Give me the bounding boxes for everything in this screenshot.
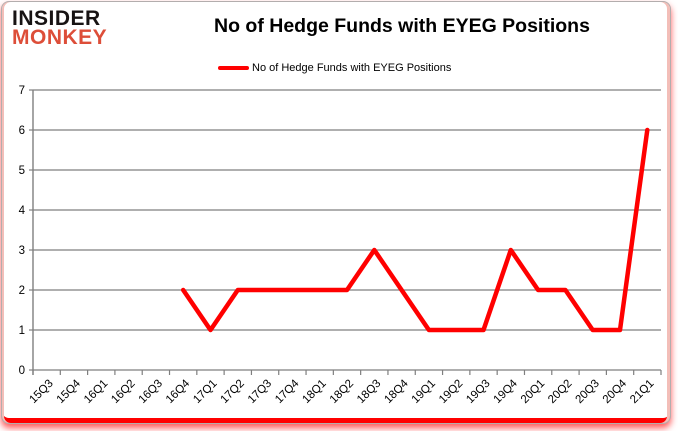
xtick-label-19Q2: 19Q2 [437,378,465,406]
legend-line-swatch [218,65,249,71]
xtick-label-16Q1: 16Q1 [82,378,110,406]
xtick-label-15Q4: 15Q4 [55,377,84,406]
ytick-label-3: 3 [19,245,25,257]
ytick-label-7: 7 [19,85,25,97]
ytick-label-6: 6 [19,125,25,137]
xtick-label-15Q3: 15Q3 [27,378,55,406]
xtick-label-16Q2: 16Q2 [109,378,137,406]
xtick-label-17Q2: 17Q2 [219,378,247,406]
legend-label: No of Hedge Funds with EYEG Positions [252,62,452,74]
xtick-label-20Q1: 20Q1 [519,378,547,406]
xtick-label-20Q2: 20Q2 [546,378,574,406]
xtick-label-20Q4: 20Q4 [601,377,630,406]
xtick-label-18Q1: 18Q1 [300,378,328,406]
xtick-label-21Q1: 21Q1 [628,378,656,406]
series-line-0 [180,127,650,333]
chart-card: INSIDER MONKEY No of Hedge Funds with EY… [1,1,671,424]
logo-text-insider: INSIDER [12,7,101,30]
line-chart-plot: 0 1 2 3 4 5 6 7 15Q315Q416Q116Q216Q316Q417Q117Q2… [19,85,662,406]
xtick-label-18Q3: 18Q3 [355,378,383,406]
xtick-label-18Q4: 18Q4 [382,377,411,406]
ytick-label-2: 2 [19,285,25,297]
xtick-label-16Q4: 16Q4 [164,377,193,406]
xtick-label-20Q3: 20Q3 [573,378,601,406]
logo-text-monkey: MONKEY [12,26,108,50]
xtick-label-18Q2: 18Q2 [328,378,356,406]
xtick-label-19Q4: 19Q4 [492,377,521,406]
insider-monkey-logo: INSIDER MONKEY [12,7,108,50]
xtick-label-19Q1: 19Q1 [410,378,438,406]
xtick-label-19Q3: 19Q3 [464,378,492,406]
ytick-label-0: 0 [19,365,25,377]
xtick-label-17Q3: 17Q3 [246,378,274,406]
xtick-label-17Q4: 17Q4 [273,377,302,406]
ytick-label-5: 5 [19,165,25,177]
xtick-label-17Q1: 17Q1 [191,378,219,406]
ytick-label-4: 4 [19,205,26,217]
chart-title: No of Hedge Funds with EYEG Positions [214,15,590,37]
legend: No of Hedge Funds with EYEG Positions [218,62,451,74]
xtick-label-16Q3: 16Q3 [137,378,165,406]
ytick-label-1: 1 [19,325,25,337]
